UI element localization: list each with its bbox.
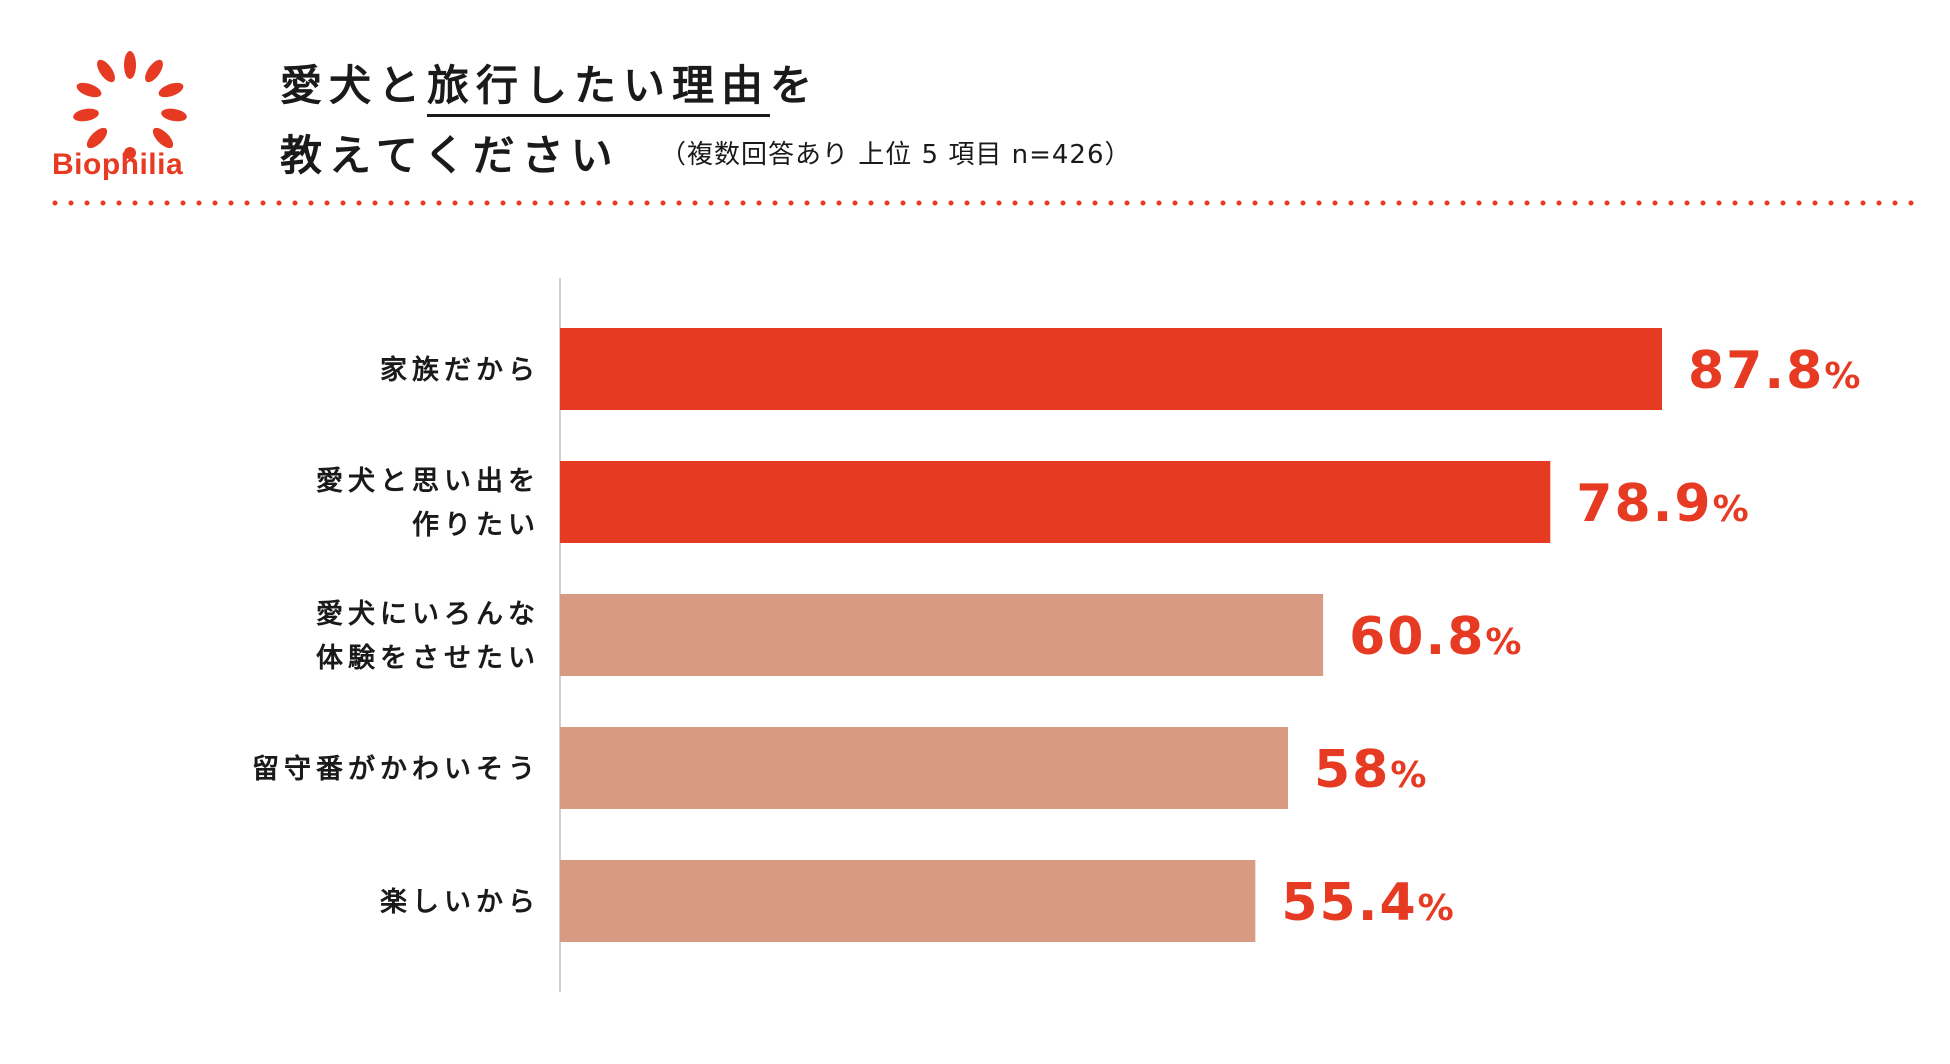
brand-name: Biophilia: [52, 148, 184, 181]
title-prefix: 愛犬と: [280, 61, 428, 110]
biophilia-logo-icon: [73, 51, 187, 159]
survey-note: （複数回答あり 上位 5 項目 n=426）: [660, 140, 1132, 170]
category-label: 家族だから: [380, 354, 540, 386]
value-label: 87.8%: [1688, 341, 1862, 401]
bar-4: [560, 727, 1288, 809]
bar-2: [560, 461, 1551, 543]
title-suffix: を: [770, 61, 820, 110]
title-underlined: 旅行したい理由: [427, 61, 771, 117]
value-label: 60.8%: [1349, 607, 1523, 667]
bar-1: [560, 328, 1662, 410]
category-label: 体験をさせたい: [316, 643, 540, 674]
category-label: 楽しいから: [380, 887, 540, 918]
dotted-divider: [52, 200, 1918, 206]
bar-5: [560, 860, 1256, 942]
category-label: 愛犬と思い出を: [316, 466, 540, 497]
value-label: 78.9%: [1576, 474, 1750, 534]
page-title-line-1: 愛犬と旅行したい理由を: [280, 52, 820, 117]
category-label: 留守番がかわいそう: [252, 753, 540, 785]
value-label: 55.4%: [1281, 873, 1455, 933]
category-label: 作りたい: [412, 510, 540, 541]
bar-3: [560, 594, 1324, 676]
value-label: 58%: [1314, 740, 1428, 800]
page-title-line-2: 教えてください: [280, 131, 620, 180]
category-label: 愛犬にいろんな: [316, 599, 540, 630]
